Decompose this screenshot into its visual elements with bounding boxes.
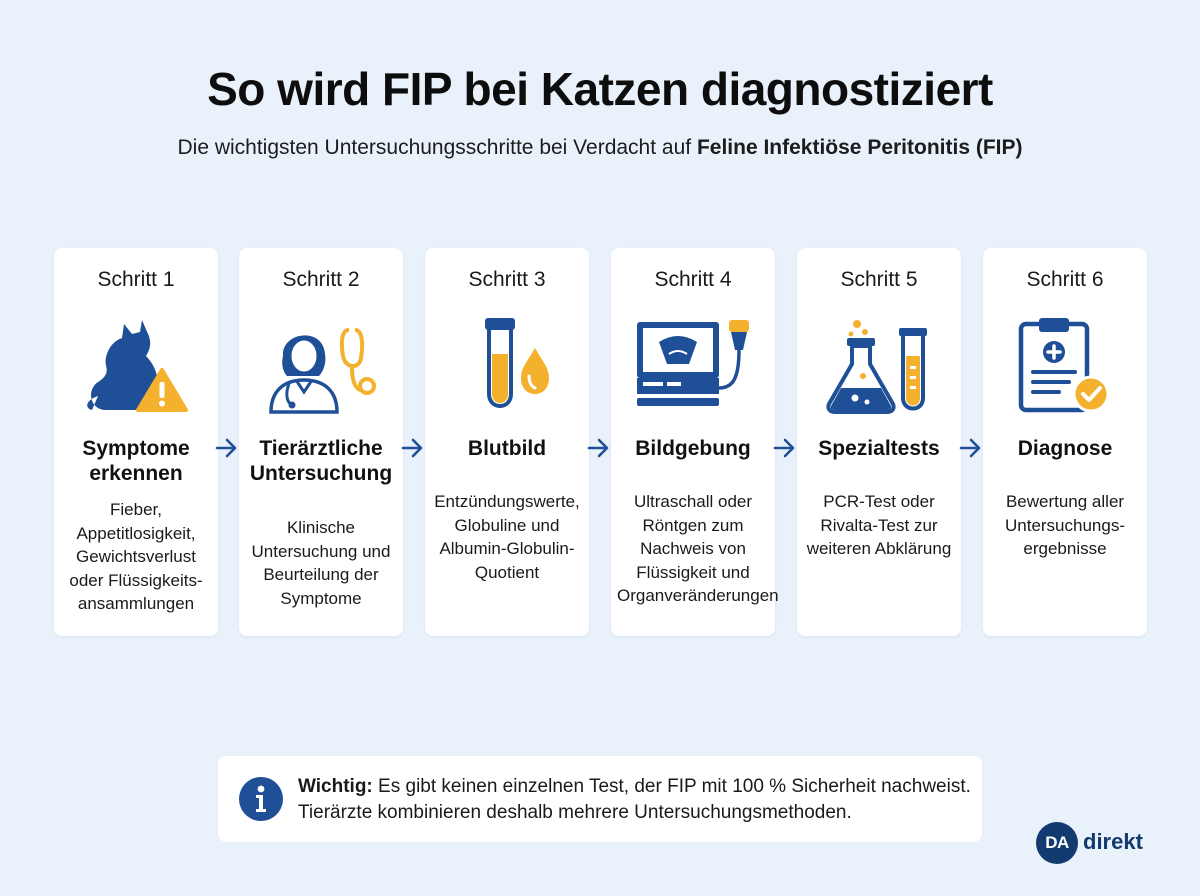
step-card-1: Schritt 1 Symptome erkennen Fieber, Appe… [54,248,218,636]
subtitle-bold: Feline Infektiöse Peritonitis (FIP) [696,136,1023,159]
note-body: Es gibt keinen einzelnen Test, der FIP m… [298,776,971,823]
step-card-2: Schritt 2 Tierärztliche Untersuchung Kli… [239,248,403,636]
arrow-right-icon [773,438,795,458]
step-description: Bewertung aller Untersuchungs-ergebnisse [1004,492,1125,558]
step-title: Diagnose [1017,437,1113,460]
page-title: So wird FIP bei Katzen diagnostiziert [207,63,993,115]
info-note: Wichtig: Es gibt keinen einzelnen Test, … [218,756,982,842]
step-title: Spezialtests [818,437,940,460]
step-title: Tierärztliche Untersuchung [249,437,393,485]
page-subtitle: Die wichtigsten Untersuchungsschritte be… [0,136,1200,160]
step-label: Schritt 5 [840,268,918,291]
step-card-5: Schritt 5 Spezialtests PCR-Test oder Riv… [797,248,961,636]
arrow-right-icon [401,438,423,458]
step-description: PCR-Test oder Rivalta-Test zur weiteren … [806,492,952,558]
step-title: Symptome erkennen [82,437,190,485]
step-description: Entzündungswerte, Globuline und Albumin-… [434,492,580,582]
step-label: Schritt 6 [1026,268,1104,291]
step-description: Fieber, Appetitlosigkeit, Gewichtsverlus… [69,500,203,613]
info-icon [239,777,283,821]
arrow-right-icon [959,438,981,458]
step-title: Bildgebung [635,437,751,460]
step-label: Schritt 2 [282,268,360,291]
note-bold: Wichtig: [298,776,373,797]
arrow-right-icon [215,438,237,458]
blood-test-tube-icon [447,316,567,416]
lab-flask-icon [819,316,939,416]
step-card-3: Schritt 3 Blutbild Entzündungswerte, Glo… [425,248,589,636]
subtitle-text: Die wichtigsten Untersuchungsschritte be… [177,136,692,159]
cat-warning-icon [76,316,196,416]
logo-text: direkt [1083,829,1143,854]
step-label: Schritt 4 [654,268,732,291]
step-label: Schritt 3 [468,268,546,291]
clipboard-check-icon [1005,316,1125,416]
note-text: Wichtig: Es gibt keinen einzelnen Test, … [298,774,976,826]
step-description: Ultraschall oder Röntgen zum Nachweis vo… [617,492,779,605]
step-card-4: Schritt 4 Bildgebung Ultraschall oder Rö… [611,248,779,636]
step-label: Schritt 1 [97,268,175,291]
step-description: Klinische Untersuchung und Beurteilung d… [251,518,391,608]
logo-badge: DA [1036,822,1078,864]
step-card-6: Schritt 6 Diagnose Bewertung aller Unter… [983,248,1147,636]
veterinarian-stethoscope-icon [261,316,381,416]
step-title: Blutbild [467,437,547,460]
ultrasound-monitor-icon [633,316,753,416]
arrow-right-icon [587,438,609,458]
brand-logo: DA direkt [1036,820,1156,864]
